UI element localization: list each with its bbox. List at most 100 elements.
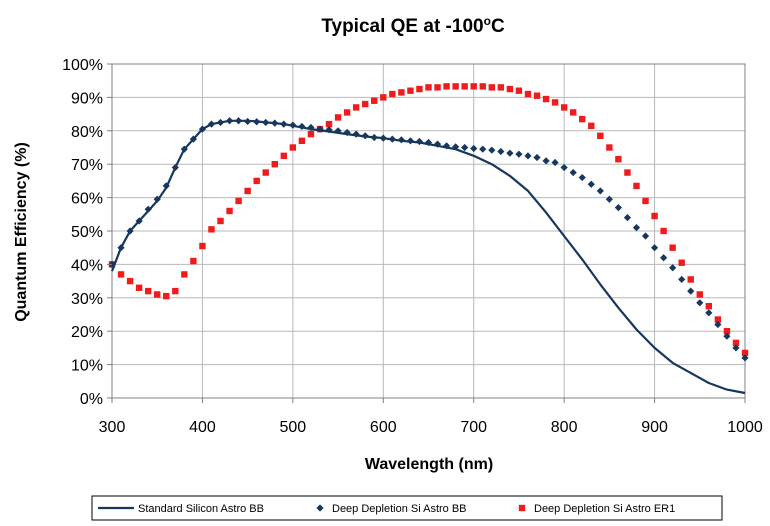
diamond-point: [162, 182, 170, 190]
square-point: [569, 109, 577, 116]
square-point: [597, 132, 604, 140]
square-point: [398, 89, 405, 96]
square-point: [633, 182, 640, 190]
square-point: [732, 339, 740, 347]
series-standard-silicon-astro-bb: [110, 119, 746, 395]
square-point: [615, 155, 622, 163]
square-point: [651, 212, 658, 220]
square-point: [479, 83, 486, 90]
square-point: [588, 122, 595, 129]
diamond-point: [452, 143, 460, 151]
square-point: [669, 244, 676, 251]
diamond-point: [361, 132, 369, 140]
diamond-point: [316, 125, 324, 133]
diamond-point: [325, 126, 333, 134]
y-tick-label: 40%: [71, 257, 103, 274]
diamond-point: [280, 120, 288, 128]
square-point: [506, 85, 514, 93]
square-point: [208, 226, 215, 233]
chart-title: Typical QE at -100oC: [321, 14, 505, 37]
square-point: [362, 100, 369, 108]
diamond-point: [723, 332, 731, 340]
square-point: [380, 94, 387, 101]
y-axis-title: Quantum Efficiency (%): [13, 142, 30, 322]
square-point: [135, 284, 143, 291]
y-tick-label: 80%: [71, 124, 103, 141]
square-point: [606, 144, 613, 151]
diamond-point: [235, 117, 243, 125]
diamond-point: [533, 153, 541, 162]
y-tick-label: 0%: [80, 391, 103, 408]
x-tick-label: 800: [551, 419, 578, 436]
diamond-point: [470, 144, 478, 153]
y-tick-label: 50%: [71, 224, 103, 241]
x-axis-title: Wavelength (nm): [365, 456, 493, 473]
square-point: [687, 276, 694, 283]
square-point: [226, 207, 233, 215]
diamond-point: [551, 158, 559, 167]
diamond-point: [660, 254, 668, 262]
diamond-point: [397, 136, 405, 144]
legend-diamond-swatch: [316, 504, 324, 512]
diamond-point: [650, 244, 659, 252]
y-tick-label: 60%: [71, 191, 103, 208]
diamond-point: [506, 149, 514, 157]
diamond-point: [515, 150, 523, 158]
square-point: [253, 177, 260, 185]
diamond-point: [741, 354, 749, 362]
diamond-point: [216, 118, 225, 127]
square-point: [660, 227, 667, 235]
diamond-point: [542, 157, 550, 165]
square-point: [144, 287, 152, 295]
square-point: [407, 87, 414, 94]
diamond-point: [497, 147, 505, 156]
legend-label: Deep Depletion Si Astro BB: [332, 503, 467, 515]
y-tick-label: 70%: [71, 157, 103, 174]
y-tick-label: 10%: [71, 358, 103, 375]
square-point: [244, 187, 251, 195]
diamond-point: [207, 120, 216, 128]
diamond-point: [578, 173, 586, 182]
diamond-point: [352, 130, 360, 138]
square-point: [126, 277, 134, 285]
diamond-point: [117, 244, 125, 252]
diamond-point: [524, 152, 532, 160]
square-point: [642, 197, 649, 205]
diamond-point: [596, 187, 604, 195]
diamond-point: [669, 264, 677, 272]
diamond-point: [225, 117, 234, 125]
diamond-point: [144, 205, 152, 213]
square-point: [199, 242, 206, 250]
diamond-point: [406, 137, 415, 145]
diamond-point: [289, 121, 297, 129]
square-point: [163, 292, 170, 300]
square-point: [461, 83, 468, 90]
diamond-point: [587, 180, 595, 188]
diamond-point: [641, 232, 650, 240]
y-tick-label: 20%: [71, 324, 103, 341]
diamond-point: [244, 117, 252, 126]
y-tick-label: 30%: [71, 291, 103, 308]
square-point: [443, 83, 450, 90]
x-axis-ticks: 300 400 500 600 700 800 900 1000: [99, 398, 763, 436]
square-point: [416, 85, 423, 93]
square-point: [235, 197, 242, 205]
x-tick-label: 500: [280, 419, 307, 436]
diamond-point: [180, 145, 188, 153]
diamond-point: [569, 168, 577, 177]
diamond-point: [714, 320, 722, 329]
y-tick-label: 90%: [71, 90, 103, 107]
square-point: [488, 84, 495, 91]
x-tick-label: 600: [370, 419, 397, 436]
square-point: [452, 83, 459, 90]
diamond-point: [632, 224, 641, 232]
legend-box: [91, 495, 723, 521]
square-point: [298, 137, 306, 145]
diamond-point: [379, 134, 387, 142]
diamond-point: [343, 128, 351, 137]
square-point: [515, 87, 523, 94]
square-point: [217, 217, 224, 225]
series-layer: [108, 83, 749, 395]
diamond-point: [424, 138, 433, 147]
